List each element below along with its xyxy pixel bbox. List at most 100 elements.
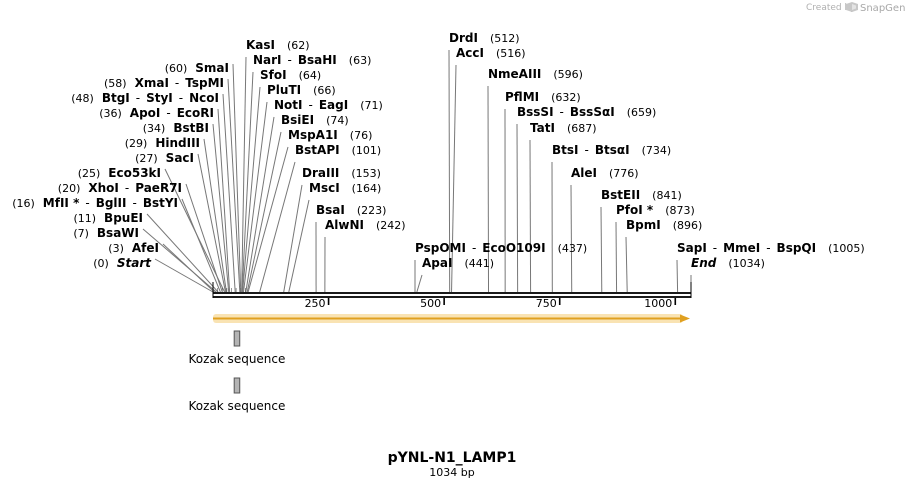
- site-position: (101): [352, 144, 382, 157]
- site-label-bsai[interactable]: BsaI (223): [316, 203, 386, 217]
- enzyme-name: HindIII: [155, 136, 200, 150]
- site-leader-bsawi: [142, 228, 217, 293]
- site-label-xhoi[interactable]: (20) XhoI - PaeR7I: [58, 181, 182, 195]
- site-label-drdi[interactable]: DrdI (512): [449, 31, 520, 45]
- enzyme-name: SacI: [166, 151, 194, 165]
- site-label-tati[interactable]: TatI (687): [530, 121, 597, 135]
- backbone-strand-bottom: [213, 296, 691, 298]
- site-label-nmeaiii[interactable]: NmeAIII (596): [488, 67, 583, 81]
- site-leader-pluti: [243, 101, 268, 293]
- site-label-bsiei[interactable]: BsiEI (74): [281, 113, 349, 127]
- site-leader-saci: [197, 153, 226, 293]
- site-position: (3): [108, 242, 124, 255]
- site-position: (1005): [828, 242, 865, 255]
- site-leader-bpuei: [146, 213, 219, 293]
- enzyme-name: BstBI: [173, 121, 209, 135]
- site-leader-bstapi: [259, 161, 296, 293]
- enzyme-name: BtsαI: [595, 143, 630, 157]
- site-label-pflmi[interactable]: PflMI (632): [505, 90, 581, 104]
- enzyme-name: AlwNI: [325, 218, 364, 232]
- site-label-nari[interactable]: NarI - BsaHI (63): [253, 53, 371, 67]
- site-label-bstapi[interactable]: BstAPI (101): [295, 143, 381, 157]
- feature-kozak-box[interactable]: [233, 377, 241, 394]
- site-position: (29): [125, 137, 148, 150]
- site-leader-bpmi: [625, 236, 628, 293]
- snapgene-logo-icon: [846, 2, 858, 12]
- enzyme-name: AfeI: [132, 241, 159, 255]
- map-length: 1034 bp: [429, 466, 474, 479]
- site-label-pluti[interactable]: PluTI (66): [267, 83, 336, 97]
- enzyme-name: Start: [117, 256, 152, 270]
- site-label-acci[interactable]: AccI (516): [456, 46, 526, 60]
- site-label-alwni[interactable]: AlwNI (242): [325, 218, 406, 232]
- site-name-separator: -: [713, 241, 717, 255]
- enzyme-name: DraIII: [302, 166, 339, 180]
- site-label-bstbi[interactable]: (34) BstBI: [143, 121, 209, 135]
- enzyme-name: MscI: [309, 181, 340, 195]
- site-label-mspa1i[interactable]: MspA1I (76): [288, 128, 372, 142]
- site-position: (71): [360, 99, 383, 112]
- site-position: (441): [464, 257, 494, 270]
- site-name-separator: -: [166, 106, 170, 120]
- site-position: (76): [350, 129, 373, 142]
- site-label-smai[interactable]: (60) SmaI: [165, 61, 229, 75]
- site-name-separator: -: [179, 91, 183, 105]
- site-position: (153): [351, 167, 381, 180]
- site-label-noti[interactable]: NotI - EagI (71): [274, 98, 383, 112]
- site-label-xmai[interactable]: (58) XmaI - TspMI: [104, 76, 224, 90]
- site-label-draiii[interactable]: DraIII (153): [302, 166, 381, 180]
- site-label-sfoi[interactable]: SfoI (64): [260, 68, 321, 82]
- site-label-hindiii[interactable]: (29) HindIII: [125, 136, 200, 150]
- site-label-pfoi[interactable]: PfoI * (873): [616, 203, 695, 217]
- site-label-bsssi[interactable]: BssSI - BssSαI (659): [517, 105, 656, 119]
- ruler-tick-label: 1000: [644, 297, 672, 310]
- site-label-apai[interactable]: ApaI (441): [422, 256, 494, 270]
- site-label-alei[interactable]: AleI (776): [571, 166, 639, 180]
- site-label-btsi[interactable]: BtsI - BtsαI (734): [552, 143, 671, 157]
- site-position: (36): [99, 107, 122, 120]
- enzyme-name: TatI: [530, 121, 555, 135]
- enzyme-name: DrdI: [449, 31, 478, 45]
- site-label-saci[interactable]: (27) SacI: [135, 151, 194, 165]
- site-label-mfli[interactable]: (16) MfII * - BglII - BstYI: [12, 196, 178, 210]
- site-leader-lines: [142, 49, 692, 293]
- enzyme-name: AccI: [456, 46, 484, 60]
- site-position: (687): [567, 122, 597, 135]
- site-label-bpuei[interactable]: (11) BpuEI: [73, 211, 143, 225]
- site-position: (873): [665, 204, 695, 217]
- map-title: pYNL-N1_LAMP1: [388, 450, 517, 466]
- site-label-sapi[interactable]: SapI - MmeI - BspQI (1005): [677, 241, 865, 255]
- site-position: (242): [376, 219, 406, 232]
- site-label-start[interactable]: (0) Start: [93, 256, 152, 270]
- enzyme-name: BpuEI: [104, 211, 143, 225]
- site-label-btgi[interactable]: (48) BtgI - StyI - NcoI: [71, 91, 219, 105]
- site-label-eco53ki[interactable]: (25) Eco53kI: [78, 166, 161, 180]
- site-label-kasi[interactable]: KasI (62): [246, 38, 310, 52]
- site-label-bsawi[interactable]: (7) BsaWI: [73, 226, 139, 240]
- site-label-msci[interactable]: MscI (164): [309, 181, 381, 195]
- site-label-pspomi[interactable]: PspOMI - EcoO109I (437): [415, 241, 587, 255]
- enzyme-name: StyI: [146, 91, 173, 105]
- enzyme-name: MmeI: [723, 241, 760, 255]
- site-name-separator: -: [309, 98, 313, 112]
- dna-backbone: 250 500 750 1000: [212, 282, 692, 310]
- site-leader-apoi: [217, 108, 231, 293]
- site-label-apoi[interactable]: (36) ApoI - EcoRI: [99, 106, 214, 120]
- site-leader-apai: [416, 274, 423, 293]
- site-label-end[interactable]: End (1034): [691, 256, 765, 270]
- enzyme-name: MspA1I: [288, 128, 338, 142]
- credit-brand: SnapGene: [860, 3, 905, 14]
- site-position: (16): [12, 197, 35, 210]
- feature-kozak-box[interactable]: [233, 330, 241, 347]
- enzyme-name: PfoI *: [616, 203, 654, 217]
- site-position: (25): [78, 167, 101, 180]
- site-label-bpmi[interactable]: BpmI (896): [626, 218, 702, 232]
- site-label-afei[interactable]: (3) AfeI: [108, 241, 159, 255]
- site-leader-bsteii: [600, 206, 603, 293]
- enzyme-name: BsaHI: [298, 53, 337, 67]
- site-leader-bstbi: [212, 123, 230, 293]
- site-leader-drdi: [448, 49, 451, 293]
- site-label-bsteii[interactable]: BstEII (841): [601, 188, 682, 202]
- snapgene-credit: Created by SnapGene: [806, 2, 905, 14]
